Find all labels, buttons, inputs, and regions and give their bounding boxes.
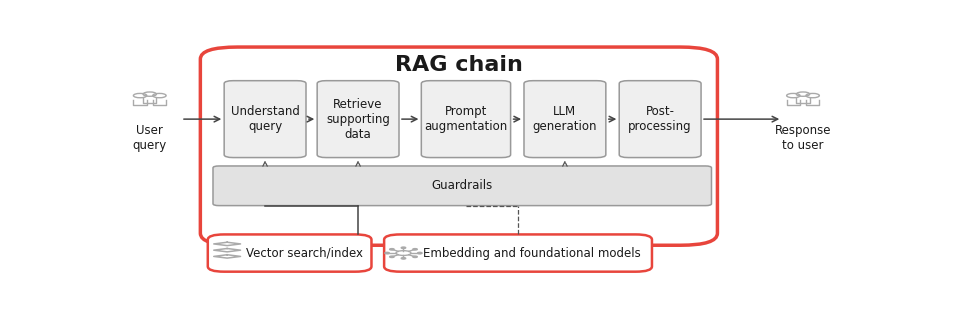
Circle shape	[413, 256, 418, 257]
Text: Retrieve
supporting
data: Retrieve supporting data	[326, 98, 390, 141]
Text: Post-
processing: Post- processing	[629, 105, 692, 133]
Text: Guardrails: Guardrails	[432, 179, 492, 192]
FancyBboxPatch shape	[421, 81, 511, 158]
Circle shape	[401, 247, 406, 248]
FancyBboxPatch shape	[213, 166, 711, 206]
Text: Embedding and foundational models: Embedding and foundational models	[422, 246, 640, 260]
Circle shape	[413, 249, 418, 250]
Text: User
query: User query	[132, 124, 167, 152]
Text: Prompt
augmentation: Prompt augmentation	[424, 105, 508, 133]
FancyBboxPatch shape	[201, 47, 717, 245]
FancyBboxPatch shape	[524, 81, 606, 158]
Text: LLM
generation: LLM generation	[533, 105, 597, 133]
Circle shape	[401, 258, 406, 259]
Text: Vector search/index: Vector search/index	[247, 246, 364, 260]
FancyBboxPatch shape	[317, 81, 399, 158]
Text: RAG chain: RAG chain	[395, 55, 523, 75]
FancyBboxPatch shape	[384, 234, 652, 272]
Text: Response
to user: Response to user	[775, 124, 831, 152]
Text: Understand
query: Understand query	[230, 105, 300, 133]
Circle shape	[418, 252, 422, 254]
Circle shape	[385, 252, 390, 254]
FancyBboxPatch shape	[225, 81, 306, 158]
FancyBboxPatch shape	[619, 81, 701, 158]
Circle shape	[390, 249, 395, 250]
Circle shape	[390, 256, 395, 257]
FancyBboxPatch shape	[207, 234, 372, 272]
